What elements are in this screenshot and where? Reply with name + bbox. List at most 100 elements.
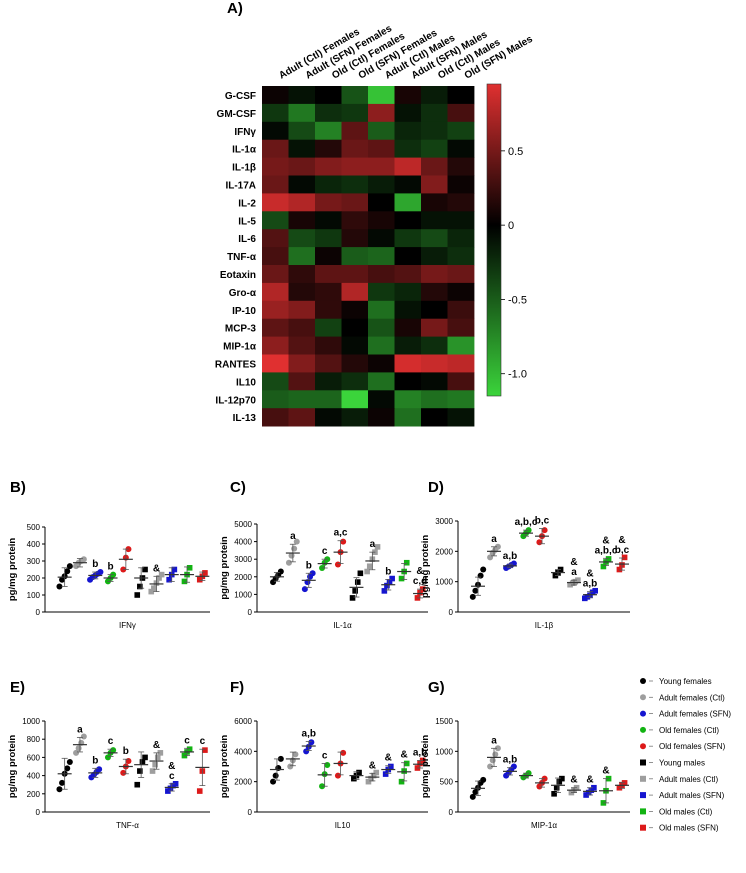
data-point (149, 768, 156, 774)
legend-marker (640, 792, 646, 799)
heatmap-cell (262, 157, 289, 176)
significance-label: & (602, 766, 609, 777)
heatmap-cell (421, 211, 448, 230)
data-point (73, 749, 80, 756)
y-tick-label: 6000 (234, 717, 252, 726)
heatmap-cell (288, 265, 316, 284)
heatmap-cell (421, 408, 448, 427)
heatmap-cell (315, 211, 342, 230)
significance-label: & (369, 760, 376, 771)
heatmap-cell (288, 103, 316, 123)
y-tick-label: 0 (248, 808, 253, 817)
heatmap-cell (315, 336, 342, 355)
heatmap-cell (368, 193, 395, 212)
data-point (303, 748, 310, 755)
data-point (487, 763, 494, 770)
heatmap-cell (394, 247, 422, 266)
legend-marker (640, 678, 646, 684)
heatmap-cell (368, 175, 395, 194)
heatmap-cell (288, 211, 316, 230)
heatmap-cell (421, 229, 448, 248)
heatmap-cell (262, 193, 289, 212)
heatmap-cell (447, 408, 475, 427)
data-point (324, 761, 331, 768)
data-point (365, 778, 372, 785)
heatmap-cell (288, 336, 316, 355)
heatmap-cell (262, 175, 289, 194)
significance-label: a (77, 724, 83, 735)
heatmap-cell (447, 157, 475, 176)
heatmap-cell (447, 121, 475, 141)
heatmap-cell (394, 229, 422, 248)
data-point (492, 751, 499, 758)
y-tick-label: 0 (36, 808, 41, 817)
data-point (293, 538, 300, 545)
x-axis-label: IL10 (335, 821, 351, 830)
data-point (388, 763, 394, 770)
significance-label: c (108, 736, 114, 747)
y-tick-label: 0 (449, 808, 454, 817)
heatmap-cell (288, 175, 316, 194)
data-point (621, 554, 628, 561)
data-point (270, 778, 277, 785)
data-point (120, 769, 127, 776)
heatmap-cell (341, 86, 369, 105)
heatmap-row-label: IL-13 (233, 413, 257, 424)
data-point (80, 556, 87, 563)
data-point (277, 755, 284, 762)
panel-b: B) 0 100 200 300 400 500 pg/mg protein IFNγ b b & (7, 479, 210, 630)
heatmap-cell (368, 229, 395, 248)
heatmap-cell (368, 139, 395, 158)
data-point (382, 771, 389, 777)
heatmap-cell (394, 103, 422, 123)
heatmap-cell (394, 300, 422, 320)
heatmap-row-label: GM-CSF (217, 109, 256, 120)
legend-label: Old males (Ctl) (659, 807, 713, 816)
heatmap-cell (421, 354, 448, 373)
data-point (384, 582, 390, 589)
y-tick-label: 1000 (435, 578, 453, 587)
data-point (591, 784, 597, 791)
data-point (510, 560, 517, 567)
panel-label: E) (10, 679, 25, 696)
heatmap-cell (421, 175, 448, 194)
heatmap-cell (394, 86, 422, 105)
data-point (364, 568, 370, 575)
heatmap-cell (421, 300, 448, 320)
legend-label: Adult females (Ctl) (659, 693, 725, 702)
significance-label: & (618, 535, 625, 546)
significance-label: a (571, 567, 577, 578)
x-axis-label: TNF-α (116, 821, 139, 830)
heatmap-cell (368, 318, 395, 337)
heatmap-cell (421, 247, 448, 266)
data-point (592, 587, 598, 594)
data-point (292, 751, 299, 758)
data-point (381, 588, 388, 594)
data-point (96, 766, 103, 773)
heatmap-cell (262, 408, 289, 427)
heatmap-cell (421, 265, 448, 284)
heatmap-cell (394, 265, 422, 284)
data-point (156, 575, 162, 581)
heatmap-cell (315, 175, 342, 194)
data-point (357, 570, 364, 577)
heatmap-cell (262, 247, 289, 266)
legend-label: Old females (SFN) (659, 742, 726, 751)
heatmap-cell (262, 372, 289, 391)
data-point (154, 754, 161, 761)
heatmap-cell (315, 354, 342, 373)
legend-marker (640, 694, 646, 701)
data-point (152, 761, 158, 768)
heatmap-cell (447, 372, 475, 391)
legend-label: Adult males (Ctl) (659, 775, 718, 784)
heatmap-cell (394, 390, 422, 409)
heatmap-cell (288, 282, 316, 302)
data-point (66, 758, 73, 765)
heatmap-cell (421, 336, 448, 355)
colorbar-tick-label: -0.5 (508, 294, 527, 306)
data-point (285, 559, 292, 566)
heatmap-cell (262, 86, 289, 105)
heatmap-cell (315, 121, 342, 141)
